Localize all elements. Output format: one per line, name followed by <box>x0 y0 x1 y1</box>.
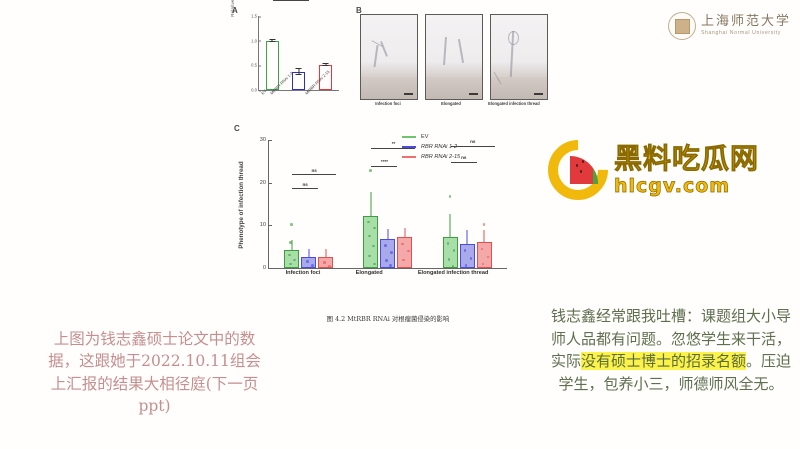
panel-c-ylabel: Phenotype of infection thread <box>238 161 245 249</box>
panel-a-xlabels: EV MtRBR RNAi 1-2 MtRBR RNAi 2-15 <box>258 69 338 97</box>
annotation-right: 钱志鑫经常跟我吐槽：课题组大小导师人品都有问题。忽悠学生来干活，实际没有硕士博士… <box>548 305 794 395</box>
university-name-en: Shanghai Normal University <box>701 30 781 37</box>
watermark-site-name: 黑料吃瓜网 <box>614 141 760 175</box>
university-seal-icon <box>668 12 696 40</box>
bar-rnai-1-2 <box>301 140 317 268</box>
panel-c: C Phenotype of infection thread EV RBR R… <box>232 122 542 310</box>
bar-group-elongated: **** ** <box>363 140 416 268</box>
university-name-cn: 上海师范大学 <box>701 14 792 30</box>
sig-bar <box>292 174 337 175</box>
sig-bar <box>450 162 477 163</box>
bar-rnai-2-15 <box>397 140 413 268</box>
legend-item-ev: EV <box>402 134 460 140</box>
bar-rnai-2-15 <box>476 140 492 268</box>
micrograph-infection-foci <box>360 14 418 100</box>
bar-rnai-1-2 <box>380 140 396 268</box>
legend-swatch-rnai-1-2 <box>402 145 416 149</box>
panel-b-letter: B <box>356 6 362 15</box>
annotation-right-highlight: 没有硕士博士的招录名额 <box>580 352 746 370</box>
panel-c-ytick: 30 <box>260 137 273 143</box>
sig-bar <box>450 146 495 147</box>
micrograph-caption: Infection foci <box>375 101 401 106</box>
watermark-logo-icon <box>535 127 621 213</box>
sig-label: **** <box>380 159 389 164</box>
panel-c-ytick: 20 <box>260 180 273 186</box>
panel-a-ytick: 1.0 <box>251 38 261 44</box>
bar-ev <box>284 140 300 268</box>
sig-label: ns <box>302 182 308 187</box>
watermark-url: hlcgv.com <box>614 174 731 197</box>
panel-c-xlabel: Elongated <box>355 270 383 276</box>
panel-c-plot: 0 10 20 30 <box>260 137 507 271</box>
legend-swatch-ev <box>402 135 416 139</box>
panel-c-ytick: 10 <box>260 222 273 228</box>
panel-a: A Relative Expression Level 0.0 0.5 1.0 … <box>230 0 352 118</box>
panel-c-xlabel: Elongated infection thread <box>417 270 489 276</box>
bar-group-elongated-infection-thread: ns ns <box>442 139 495 268</box>
legend-swatch-rnai-2-15 <box>402 155 416 159</box>
micrograph-row <box>360 14 548 100</box>
panel-c-ytick: 0 <box>263 265 273 271</box>
panel-a-sig-bar-1 <box>273 0 309 1</box>
micrograph-elongated <box>425 14 483 100</box>
sig-label: ** <box>391 141 396 146</box>
panel-c-xlabels: Infection foci Elongated Elongated infec… <box>268 270 506 276</box>
bar-group-infection-foci: ns ns <box>284 140 337 268</box>
panel-a-letter: A <box>232 6 238 15</box>
legend-label-rnai-1-2: RBR RNAi 1-2 <box>421 144 458 150</box>
panel-c-legend: EV RBR RNAi 1-2 RBR RNAi 2-15 <box>402 134 460 160</box>
legend-label-rnai-2-15: RBR RNAi 2-15 <box>421 154 461 160</box>
panel-a-ytick: 0.0 <box>251 87 261 93</box>
sig-label: ns <box>470 139 476 144</box>
scientific-figure: A Relative Expression Level 0.0 0.5 1.0 … <box>228 0 548 332</box>
panel-a-bar-rnai-2-15 <box>319 62 333 90</box>
annotation-left: 上图为钱志鑫硕士论文中的数据，这跟她于2022.10.11组会上汇报的结果大相径… <box>48 330 261 416</box>
site-watermark: 黑料吃瓜网 hlcgv.com <box>535 127 760 213</box>
legend-item-rnai-1-2: RBR RNAi 1-2 <box>402 144 460 150</box>
micrograph-captions: Infection foci Elongated Elongated infec… <box>360 101 542 107</box>
bar-rnai-2-15 <box>318 140 334 268</box>
panel-c-letter: C <box>234 124 240 133</box>
panel-c-xlabel: Infection foci <box>285 270 321 276</box>
legend-label-ev: EV <box>421 134 429 140</box>
sig-label: ns <box>461 155 467 160</box>
bar-ev <box>442 140 458 268</box>
bar-rnai-1-2 <box>459 140 475 268</box>
university-logo: 上海师范大学 Shanghai Normal University <box>668 12 791 40</box>
panel-a-ytick: 0.5 <box>251 62 261 68</box>
annotation-right-part1: 钱志鑫经常跟我吐槽：课题组大小导师人品都有问题。忽悠学生来干活，实际 <box>550 307 791 370</box>
figure-caption: 图 4.2 MtRBR RNAi 对根瘤菌侵染的影响 <box>326 315 450 323</box>
legend-item-rnai-2-15: RBR RNAi 2-15 <box>402 154 460 160</box>
micrograph-caption: Elongated infection thread <box>488 101 540 106</box>
panel-a-plot: 0.0 0.5 1.0 1.5 <box>251 0 339 93</box>
panel-a-ytick: 1.5 <box>251 13 261 19</box>
bar-ev <box>363 140 379 268</box>
panel-a-bars <box>259 16 339 90</box>
sig-bar <box>371 166 398 167</box>
panel-b: B <box>356 6 548 118</box>
panel-a-bar-rnai-1-2 <box>292 67 306 90</box>
panel-a-ylabel: Relative Expression Level <box>230 0 235 22</box>
sig-bar <box>292 188 319 189</box>
panel-a-bar-ev <box>265 38 279 90</box>
sig-label: ns <box>311 168 317 173</box>
annotation-right-part2: 。压迫学生，包养小三，师德师风全无。 <box>558 352 792 393</box>
sig-bar <box>371 148 416 149</box>
micrograph-caption: Elongated <box>441 101 461 106</box>
micrograph-elongated-infection-thread <box>490 14 548 100</box>
panel-c-bar-groups: ns ns <box>269 139 507 268</box>
